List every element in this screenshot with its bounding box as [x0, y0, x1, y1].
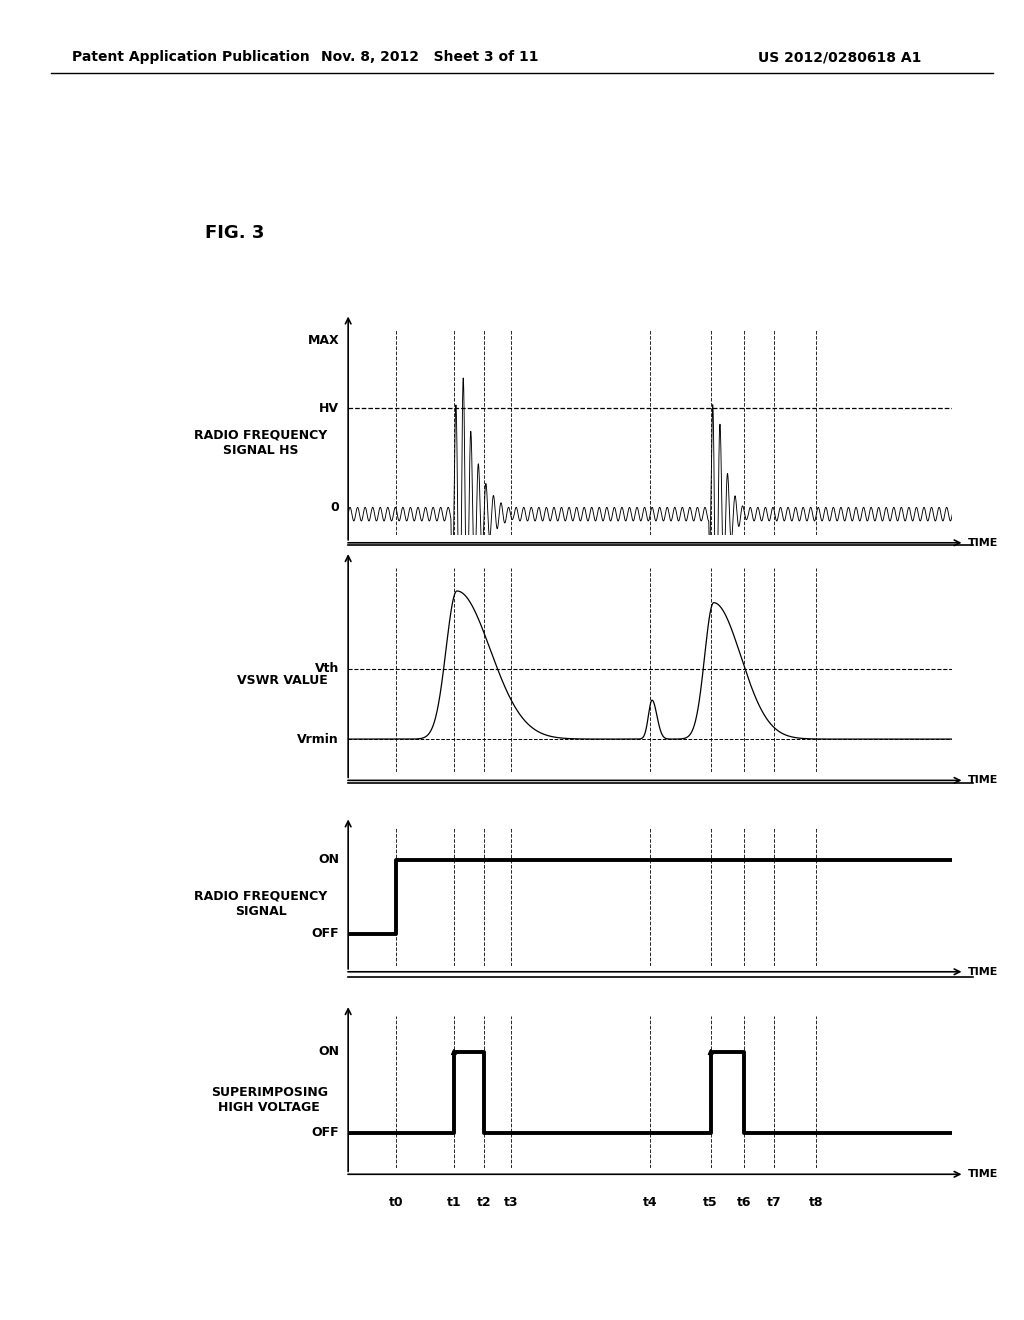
Text: VSWR VALUE: VSWR VALUE [237, 673, 328, 686]
Text: RADIO FREQUENCY
SIGNAL: RADIO FREQUENCY SIGNAL [195, 890, 328, 917]
Text: TIME: TIME [968, 537, 997, 548]
Text: FIG. 3: FIG. 3 [205, 224, 264, 243]
Text: t0: t0 [389, 1196, 403, 1209]
Text: Patent Application Publication: Patent Application Publication [72, 50, 309, 65]
Text: Vrmin: Vrmin [297, 733, 339, 746]
Text: t8: t8 [809, 1196, 823, 1209]
Text: Nov. 8, 2012   Sheet 3 of 11: Nov. 8, 2012 Sheet 3 of 11 [322, 50, 539, 65]
Text: t1: t1 [446, 1196, 461, 1209]
Text: OFF: OFF [311, 1126, 339, 1139]
Text: ON: ON [318, 854, 339, 866]
Text: t7: t7 [767, 1196, 781, 1209]
Text: TIME: TIME [968, 1170, 997, 1179]
Text: SUPERIMPOSING
HIGH VOLTAGE: SUPERIMPOSING HIGH VOLTAGE [211, 1086, 328, 1114]
Text: OFF: OFF [311, 928, 339, 940]
Text: Vth: Vth [314, 663, 339, 676]
Text: t3: t3 [504, 1196, 518, 1209]
Text: TIME: TIME [968, 775, 997, 785]
Text: t2: t2 [477, 1196, 492, 1209]
Text: US 2012/0280618 A1: US 2012/0280618 A1 [758, 50, 922, 65]
Text: t4: t4 [643, 1196, 657, 1209]
Text: MAX: MAX [307, 334, 339, 347]
Text: t5: t5 [703, 1196, 718, 1209]
Text: HV: HV [319, 401, 339, 414]
Text: 0: 0 [331, 500, 339, 513]
Text: RADIO FREQUENCY
SIGNAL HS: RADIO FREQUENCY SIGNAL HS [195, 429, 328, 457]
Text: TIME: TIME [968, 966, 997, 977]
Text: t6: t6 [736, 1196, 752, 1209]
Text: ON: ON [318, 1045, 339, 1059]
